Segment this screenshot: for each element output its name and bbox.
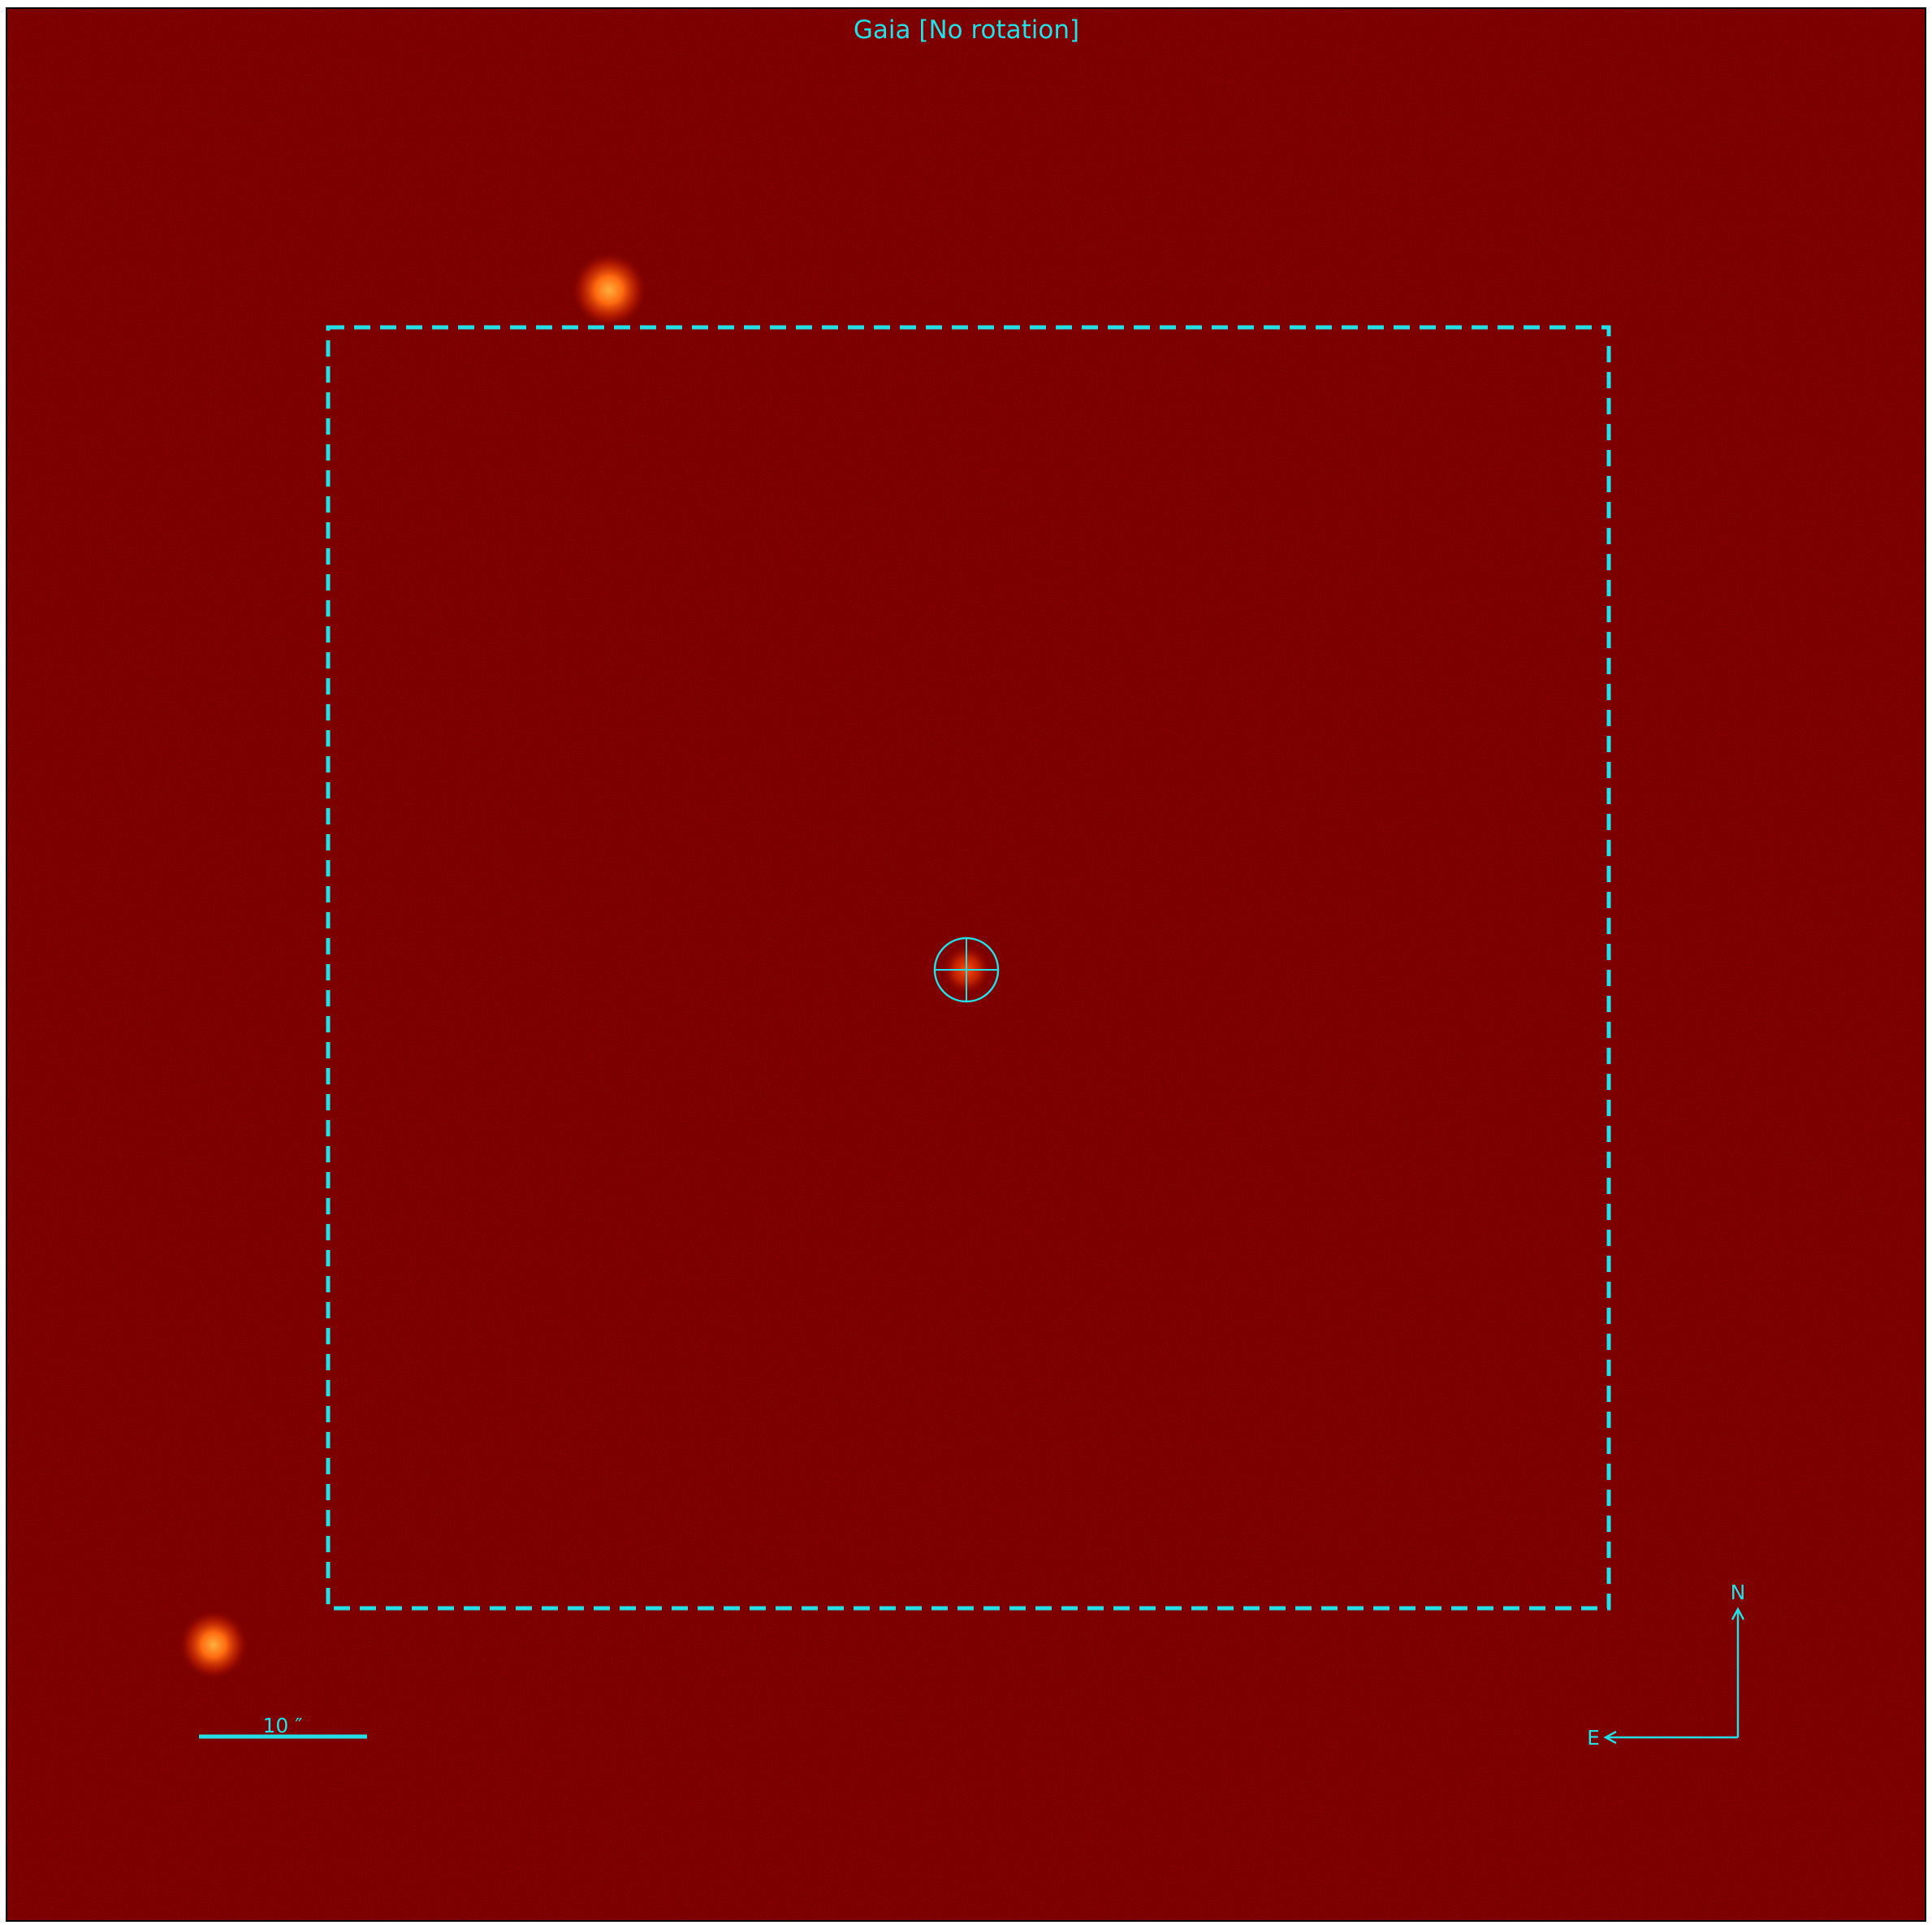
scale-bar: 10 ″ bbox=[199, 1714, 367, 1739]
field-of-view-box bbox=[326, 325, 1611, 1611]
star-bottom-left bbox=[178, 1609, 249, 1681]
compass-north-label: N bbox=[1731, 1581, 1746, 1604]
compass-east-label: E bbox=[1587, 1726, 1600, 1750]
target-marker bbox=[933, 937, 1000, 1003]
north-arrowhead-icon bbox=[1731, 1607, 1745, 1620]
east-arrowhead-icon bbox=[1603, 1730, 1617, 1745]
star-top bbox=[570, 251, 648, 329]
scale-bar-label: 10 ″ bbox=[262, 1714, 302, 1737]
chart-title: Gaia [No rotation] bbox=[854, 15, 1079, 45]
compass: N E bbox=[1587, 1581, 1745, 1750]
